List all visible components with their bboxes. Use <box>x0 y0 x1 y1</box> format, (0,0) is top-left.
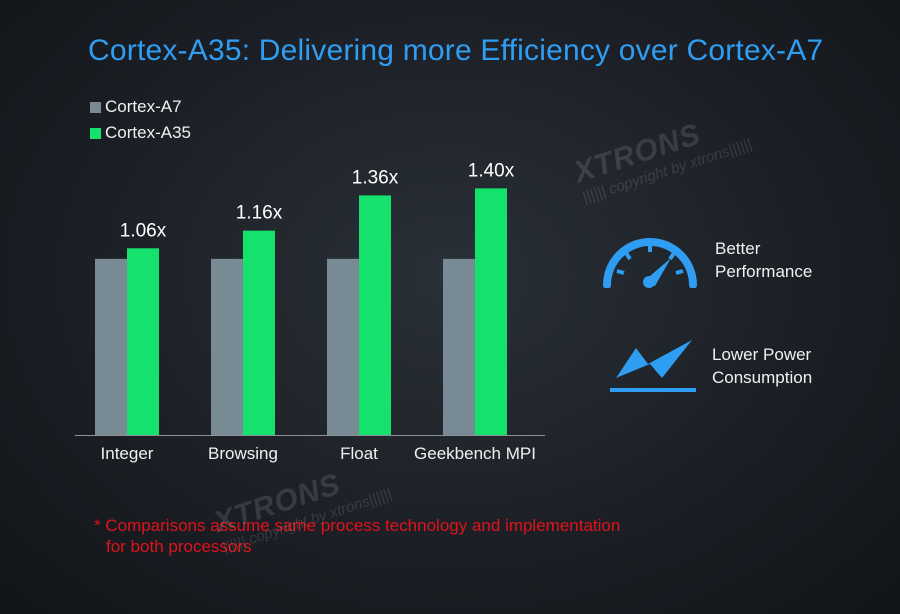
feature-power-line1: Lower Power <box>712 345 812 364</box>
bar-cortex-a7-geekbench-mpi <box>443 258 475 435</box>
feature-performance-line1: Better <box>715 239 761 258</box>
speedometer-icon <box>603 238 697 288</box>
bar-cortex-a35-geekbench-mpi <box>475 188 507 435</box>
footnote-line2: for both processors <box>106 537 252 556</box>
bar-cortex-a35-browsing <box>243 230 275 435</box>
lightning-icon <box>610 340 696 392</box>
chart-legend: Cortex-A7 Cortex-A35 <box>90 94 191 146</box>
bar-cortex-a7-integer <box>95 258 127 435</box>
page-title: Cortex-A35: Delivering more Efficiency o… <box>88 34 824 67</box>
data-label-browsing: 1.16x <box>236 203 283 224</box>
bar-cortex-a7-float <box>327 258 359 435</box>
feature-power: Lower Power Consumption <box>610 338 812 394</box>
feature-performance-line2: Performance <box>715 262 813 281</box>
legend-item-cortex-a7: Cortex-A7 <box>90 94 191 120</box>
x-tick-label-browsing: Browsing <box>208 444 278 463</box>
bar-cortex-a35-integer <box>127 248 159 435</box>
footnote-line1: * Comparisons assume same process techno… <box>94 516 621 535</box>
feature-performance: Better Performance <box>603 232 812 288</box>
data-label-float: 1.36x <box>352 167 399 188</box>
legend-swatch-cortex-a7 <box>90 101 101 113</box>
footnote: * Comparisons assume same process techno… <box>94 515 694 557</box>
feature-power-line2: Consumption <box>712 368 813 387</box>
data-label-integer: 1.06x <box>120 220 167 241</box>
legend-label-cortex-a35: Cortex-A35 <box>105 123 191 142</box>
legend-swatch-cortex-a35 <box>90 127 101 139</box>
bar-cortex-a35-float <box>359 195 391 435</box>
x-tick-label-geekbench-mpi: Geekbench MPI <box>414 444 536 463</box>
x-tick-label-float: Float <box>340 444 378 463</box>
data-label-geekbench-mpi: 1.40x <box>468 160 515 181</box>
legend-item-cortex-a35: Cortex-A35 <box>90 120 191 146</box>
x-tick-label-integer: Integer <box>101 444 154 463</box>
bar-cortex-a7-browsing <box>211 258 243 435</box>
legend-label-cortex-a7: Cortex-A7 <box>105 97 182 116</box>
